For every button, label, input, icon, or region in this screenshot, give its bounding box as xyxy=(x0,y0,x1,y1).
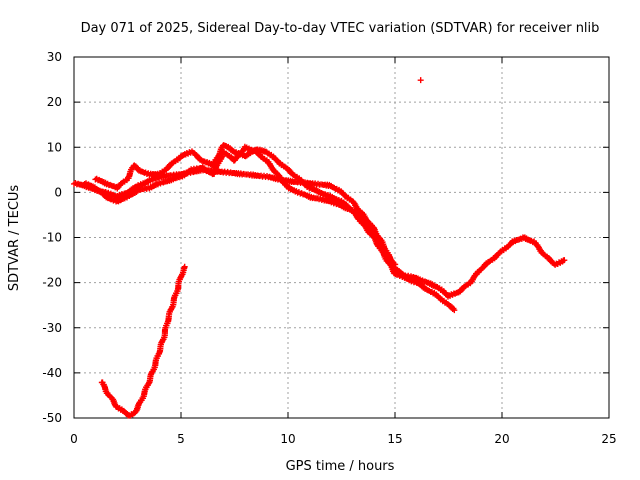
x-tick-label: 10 xyxy=(280,432,295,446)
axis-ticks: 0 5 10 15 20 25 -50 -40 -30 -20 -10 0 10 20 30 xyxy=(42,50,616,446)
y-tick-label: -40 xyxy=(42,366,62,380)
x-tick-label: 20 xyxy=(494,432,509,446)
y-axis-title: SDTVAR / TECUs xyxy=(7,185,22,292)
x-tick-label: 5 xyxy=(177,432,185,446)
y-tick-label: -20 xyxy=(42,276,62,290)
y-tick-label: 10 xyxy=(47,140,62,154)
chart-title: Day 071 of 2025, Sidereal Day-to-day VTE… xyxy=(81,21,600,36)
x-tick-label: 25 xyxy=(601,432,616,446)
y-tick-label: 30 xyxy=(47,50,62,64)
y-tick-label: -10 xyxy=(42,231,62,245)
x-axis-title: GPS time / hours xyxy=(286,459,395,474)
y-tick-label: 20 xyxy=(47,95,62,109)
data-point xyxy=(561,257,568,264)
y-tick-label: 0 xyxy=(54,185,62,199)
data-points xyxy=(71,77,568,419)
plot-frame xyxy=(73,56,610,419)
data-point xyxy=(417,77,424,84)
data-point xyxy=(392,261,399,268)
x-tick-label: 0 xyxy=(70,432,78,446)
x-tick-label: 15 xyxy=(387,432,402,446)
series-outlier xyxy=(417,77,424,84)
data-point xyxy=(451,307,458,314)
y-tick-label: -30 xyxy=(42,321,62,335)
data-point xyxy=(181,263,188,270)
y-tick-label: -50 xyxy=(42,411,62,425)
series-main-track-b xyxy=(81,143,458,314)
series-main-track-c xyxy=(92,142,399,268)
series-low-arc xyxy=(98,263,188,419)
